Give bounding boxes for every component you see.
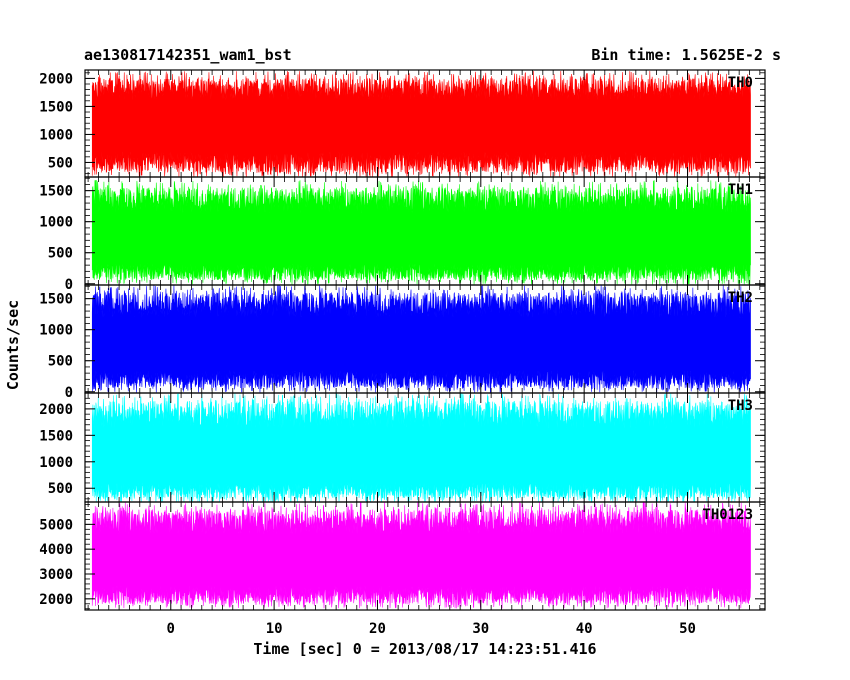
y-tick-label: 0	[65, 385, 73, 401]
x-tick-label: 20	[369, 621, 386, 637]
y-tick-label: 1500	[39, 99, 73, 115]
x-tick-label: 10	[266, 621, 283, 637]
panel-label-th1: TH1	[728, 182, 753, 198]
chart-title-left: ae130817142351_wam1_bst	[84, 46, 292, 64]
y-tick-label: 1000	[39, 323, 73, 339]
x-tick-label: 50	[679, 621, 696, 637]
series-th0-trace	[91, 70, 751, 178]
y-axis-label: Counts/sec	[4, 300, 22, 390]
y-tick-label: 2000	[39, 71, 73, 87]
y-tick-label: 500	[48, 481, 73, 497]
x-tick-label: 40	[576, 621, 593, 637]
series-th0123-trace	[91, 501, 751, 609]
x-tick-label: 30	[472, 621, 489, 637]
panel-th0123: 2000 3000 4000 5000 TH0123	[39, 501, 766, 611]
panel-th2: 0 500 1000 1500 TH2	[39, 284, 766, 401]
y-tick-label: 500	[48, 354, 73, 370]
y-tick-label: 1500	[39, 428, 73, 444]
series-th3-trace	[91, 393, 751, 503]
y-tick-label: 1000	[39, 455, 73, 471]
series-th1-trace	[91, 180, 751, 285]
y-tick-label: 1500	[39, 184, 73, 200]
y-tick-label: 2000	[39, 402, 73, 418]
chart-title-right: Bin time: 1.5625E-2 s	[591, 46, 781, 64]
panel-th3: 500 1000 1500 2000 TH3	[39, 392, 766, 503]
y-tick-label: 1500	[39, 292, 73, 308]
panels-group: 500 1000 1500 2000 TH0 0 500 1000 1500 TH1 0 500 100…	[39, 69, 766, 611]
panel-label-th2: TH2	[728, 290, 753, 306]
y-tick-label: 500	[48, 246, 73, 262]
y-tick-label: 3000	[39, 567, 73, 583]
panel-th1: 0 500 1000 1500 TH1	[39, 176, 766, 293]
panel-frame	[84, 501, 766, 611]
y-tick-label: 0	[65, 277, 73, 293]
y-tick-label: 1000	[39, 215, 73, 231]
y-tick-label: 2000	[39, 592, 73, 608]
y-tick-label: 500	[48, 155, 73, 171]
x-axis-label: Time [sec] 0 = 2013/08/17 14:23:51.416	[253, 640, 596, 658]
x-tick-labels: 0 10 20 30 40 50	[167, 621, 696, 637]
panel-th0: 500 1000 1500 2000 TH0	[39, 69, 766, 178]
y-tick-label: 4000	[39, 542, 73, 558]
y-tick-label: 1000	[39, 127, 73, 143]
x-tick-label: 0	[167, 621, 175, 637]
y-tick-label: 5000	[39, 517, 73, 533]
panel-label-th3: TH3	[728, 398, 753, 414]
panel-label-th0123: TH0123	[702, 507, 753, 523]
panel-label-th0: TH0	[728, 75, 753, 91]
series-th2-trace	[91, 284, 751, 393]
